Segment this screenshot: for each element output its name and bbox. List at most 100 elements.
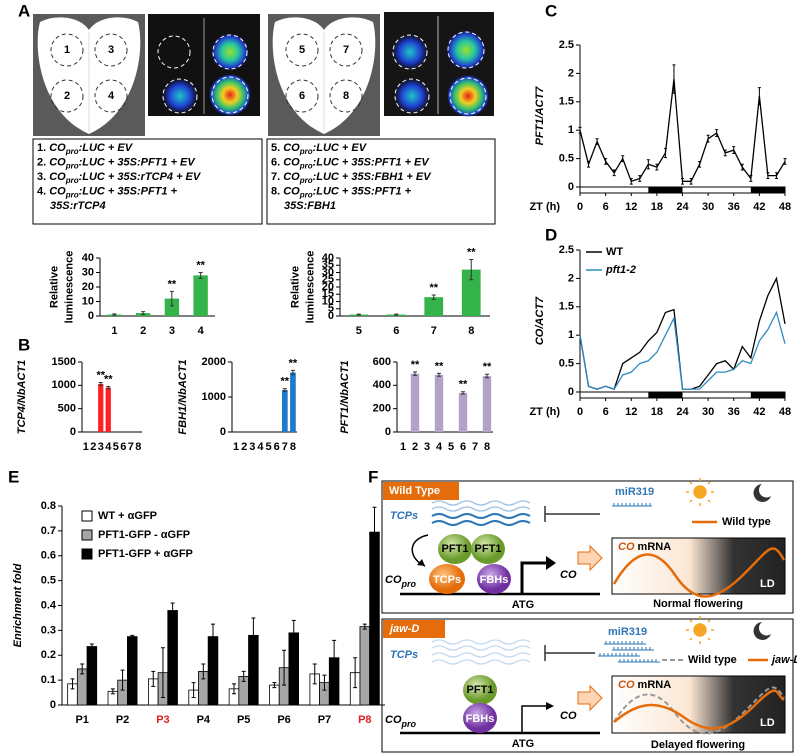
protein-label: FBHs — [466, 713, 495, 725]
graph-title: CO mRNA — [618, 541, 671, 553]
x-tick-label: 1 — [400, 441, 406, 453]
x-tick-label: 3 — [249, 441, 255, 453]
bar — [105, 387, 111, 432]
x-tick-label: 48 — [779, 406, 791, 418]
construct-item: 2. COpro:LUC + 35S:PFT1 + EV — [37, 156, 196, 170]
y-tick-label: 0 — [328, 310, 334, 322]
y-tick-label: 0.8 — [41, 500, 56, 512]
y-tick-label: 0 — [385, 426, 391, 438]
error-bar — [672, 64, 676, 94]
legend-label: Wild type — [722, 516, 771, 528]
promoter-label: COpro — [385, 714, 417, 729]
error-bar — [89, 643, 94, 650]
x-tick-label: P4 — [197, 714, 211, 726]
x-tick-label: 42 — [753, 406, 765, 418]
bar — [193, 275, 208, 316]
error-bar — [241, 670, 246, 682]
construct-item: 3. COpro:LUC + 35S:rTCP4 + EV — [37, 171, 202, 185]
panel-label: A — [18, 1, 30, 20]
significance-label: ** — [467, 246, 476, 258]
x-tick-label: 3 — [424, 441, 430, 453]
outcome: Delayed flowering — [651, 739, 745, 751]
error-bar — [469, 258, 474, 281]
significance-label: ** — [196, 259, 205, 271]
error-bar — [130, 634, 135, 639]
y-tick-label: 200 — [373, 403, 391, 415]
y-tick-label: 40 — [82, 252, 94, 264]
error-bar — [437, 372, 441, 377]
y-tick-label: 35 — [322, 259, 334, 271]
y-axis-label: PFT1/ACT7 — [534, 86, 546, 146]
y-tick-label: 0.2 — [41, 649, 56, 661]
legend-label: WT + αGFP — [98, 510, 157, 522]
y-axis-label: luminescence — [304, 251, 316, 324]
y-tick-label: 0.7 — [41, 525, 56, 537]
x-tick-label: 7 — [431, 325, 437, 337]
x-tick-label: 36 — [728, 201, 740, 213]
construct-box — [32, 138, 263, 225]
error-bar — [198, 272, 203, 279]
bar — [458, 392, 468, 432]
legend-label: Wild type — [688, 654, 737, 666]
y-tick-label: 0.4 — [41, 599, 57, 611]
bar — [369, 531, 380, 706]
x-tick-label: 6 — [460, 441, 466, 453]
error-bar — [740, 163, 744, 171]
y-tick-label: 0 — [568, 386, 574, 398]
x-tick-label: 6 — [603, 406, 609, 418]
panel-label: E — [8, 467, 19, 486]
x-tick-label: P5 — [237, 714, 250, 726]
gene-label: CO — [560, 710, 577, 722]
construct-item: 5. COpro:LUC + EV — [271, 142, 368, 156]
y-axis-label: PFT1/NbACT1 — [339, 360, 351, 433]
legend-label: PFT1-GFP + αGFP — [98, 548, 193, 560]
x-tick-label: P2 — [116, 714, 129, 726]
y-tick-label: 0 — [568, 181, 574, 193]
x-tick-label: 2 — [140, 325, 146, 337]
genotype-tab: jaw-D — [388, 623, 419, 635]
promoter-label: COpro — [385, 574, 417, 589]
y-axis-label: Enrichment fold — [12, 563, 24, 647]
y-tick-label: 15 — [322, 288, 334, 300]
significance-label: ** — [104, 373, 113, 385]
error-bar — [106, 386, 111, 390]
tcps-label: TCPs — [390, 649, 418, 661]
panel-label: B — [18, 335, 30, 354]
construct-item: 6. COpro:LUC + 35S:PFT1 + EV — [271, 156, 430, 170]
leaf-number: 6 — [299, 90, 305, 102]
construct-item: 1. COpro:LUC + EV — [37, 142, 134, 156]
x-tick-label: 0 — [577, 201, 583, 213]
bar — [86, 646, 98, 706]
error-bar — [251, 617, 256, 654]
y-tick-label: 0.5 — [41, 575, 56, 587]
line — [579, 79, 786, 183]
error-bar — [211, 623, 216, 650]
error-bar — [715, 129, 719, 137]
x-tick-label: 5 — [356, 325, 362, 337]
y-tick-label: 2.5 — [559, 244, 574, 256]
error-bar — [356, 313, 361, 316]
error-bar — [604, 158, 608, 165]
error-bar — [112, 313, 117, 316]
x-tick-label: 6 — [603, 201, 609, 213]
x-tick-label: 6 — [120, 441, 126, 453]
construct-item: 35S:rTCP4 — [50, 200, 106, 212]
significance-label: ** — [281, 376, 290, 388]
error-bar — [141, 311, 146, 316]
legend-swatch — [81, 510, 93, 522]
error-bar — [332, 639, 337, 676]
y-tick-label: 25 — [322, 274, 334, 286]
leaf-image: 1 3 2 4 — [33, 14, 145, 136]
y-tick-label: 1.5 — [559, 96, 574, 108]
genotype-tab: Wild Type — [389, 485, 440, 497]
x-tick-label: 18 — [651, 201, 663, 213]
x-tick-label: 3 — [98, 441, 104, 453]
error-bar — [70, 678, 75, 690]
x-tick-label: 24 — [676, 406, 689, 418]
error-bar — [646, 159, 650, 170]
x-tick-label: P3 — [156, 714, 169, 726]
error-bar — [595, 138, 599, 145]
protein-label: TCPs — [433, 574, 461, 586]
y-tick-label: 1500 — [52, 356, 76, 368]
